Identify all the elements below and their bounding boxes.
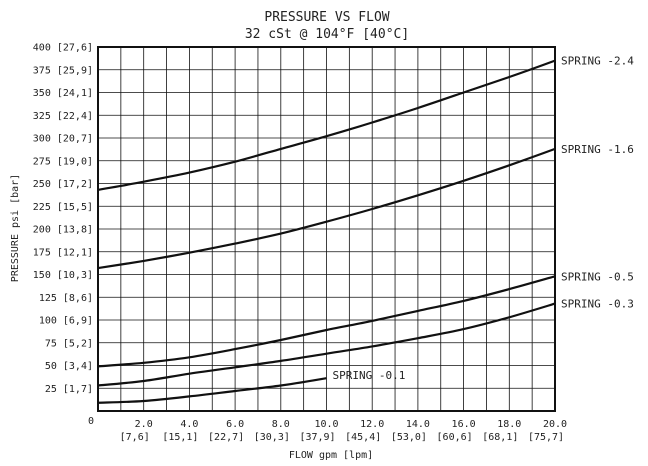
chart-title: PRESSURE VS FLOW [264,10,389,25]
series-line [97,377,327,404]
x-tick-sublabel: [30,3] [254,432,290,443]
x-tick-labels: 0 2.0 [7,6] 4.0 [15,1] 6.0 [22,7] 8.0 [30,3] 10.0… [88,416,567,443]
x-tick-label: 10.0 [314,419,338,430]
y-tick-labels: 25 [1,7] 50 [3,4] 75 [5,2] 100 [6,9] 125 [8,… [33,43,93,395]
grid-lines [98,47,555,411]
y-tick-label: 100 [6,9] [39,316,93,327]
x-tick-label: 2.0 [135,419,153,430]
x-tick-sublabel: [15,1] [162,432,198,443]
x-tick-label: 6.0 [226,419,244,430]
y-tick-label: 250 [17,2] [33,179,93,190]
y-tick-label: 200 [13,8] [33,225,93,236]
chart-subtitle: 32 cSt @ 104°F [40°C] [245,27,409,42]
x-tick-sublabel: [22,7] [208,432,244,443]
y-tick-label: 400 [27,6] [33,43,93,54]
x-tick-sublabel: [60,6] [437,432,473,443]
x-tick-label: 20.0 [543,419,567,430]
plot-frame [97,46,556,412]
x-tick-label: 18.0 [497,419,521,430]
y-tick-label: 75 [5,2] [45,338,93,349]
series-label: SPRING -1.6 [561,143,634,156]
y-tick-label: 50 [3,4] [45,361,93,372]
series-line [97,59,556,191]
y-tick-label: 125 [8,6] [39,293,93,304]
y-tick-label: 150 [10,3] [33,270,93,281]
y-tick-label: 25 [1,7] [45,384,93,395]
series-label: SPRING -0.3 [561,298,634,311]
series-line [97,275,556,368]
x-tick-label: 8.0 [272,419,290,430]
series-label: SPRING -0.1 [333,369,406,382]
x-tick-sublabel: [53,0] [391,432,427,443]
x-tick-sublabel: [7,6] [120,432,150,443]
y-tick-label: 350 [24,1] [33,88,93,99]
y-tick-label: 225 [15,5] [33,202,93,213]
x-tick-label: 14.0 [406,419,430,430]
series-line [97,302,556,387]
y-tick-label: 375 [25,9] [33,65,93,76]
y-tick-label: 175 [12,1] [33,247,93,258]
x-tick-label: 16.0 [452,419,476,430]
y-axis-title: PRESSURE psi [bar] [10,174,21,282]
y-tick-label: 300 [20,7] [33,134,93,145]
x-tick-sublabel: [75,7] [528,432,564,443]
y-tick-label: 275 [19,0] [33,156,93,167]
series-labels: SPRING -2.4 SPRING -1.6 SPRING -0.5 SPRING … [333,55,635,383]
series-label: SPRING -0.5 [561,270,634,283]
x-tick-sublabel: [68,1] [482,432,518,443]
x-tick-label: 12.0 [360,419,384,430]
x-axis-title: FLOW gpm [lpm] [289,450,373,461]
series-curves [97,59,556,404]
series-label: SPRING -2.4 [561,55,634,68]
series-line [97,147,556,270]
y-tick-label: 325 [22,4] [33,111,93,122]
x-tick-sublabel: [37,9] [299,432,335,443]
x-tick-label: 0 [88,416,94,427]
x-tick-label: 4.0 [180,419,198,430]
x-tick-sublabel: [45,4] [345,432,381,443]
